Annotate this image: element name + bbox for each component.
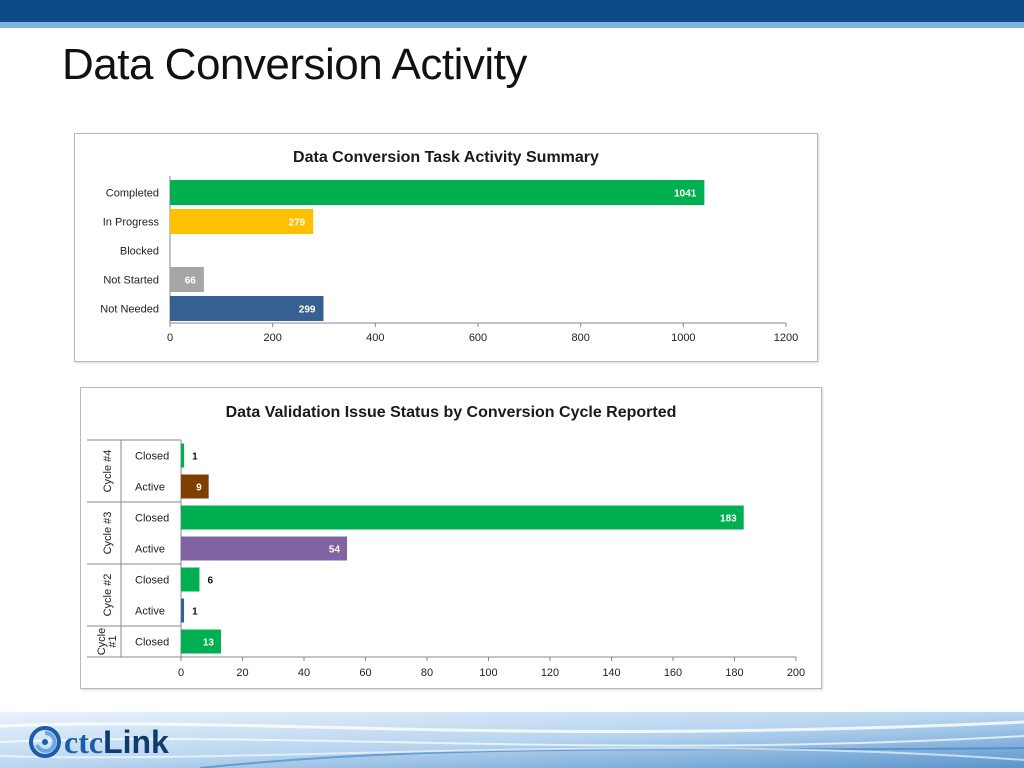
data-label: 54 (329, 545, 341, 556)
bar (170, 209, 314, 234)
bar (170, 180, 705, 205)
x-tick-label: 60 (359, 667, 371, 679)
row-label: Closed (135, 637, 169, 649)
row-label: Closed (135, 575, 169, 587)
x-tick-label: 0 (167, 332, 173, 344)
footer-band (0, 712, 1024, 768)
cycle-group-label-part: Cycle #4 (102, 450, 114, 493)
data-label: 1 (192, 607, 198, 618)
cycle-group-label-part: Cycle #2 (102, 574, 114, 617)
category-label: Completed (106, 188, 159, 200)
task-activity-chart: Data Conversion Task Activity Summary Com… (74, 133, 818, 362)
footer-waves (0, 712, 1024, 768)
data-label: 299 (299, 305, 316, 316)
x-tick-label: 400 (366, 332, 384, 344)
data-label: 1 (192, 452, 198, 463)
header-accent-line (0, 22, 1024, 28)
data-label: 13 (203, 638, 215, 649)
x-tick-label: 20 (236, 667, 248, 679)
x-tick-label: 180 (725, 667, 743, 679)
x-tick-label: 600 (469, 332, 487, 344)
bar (181, 443, 185, 468)
x-tick-label: 0 (178, 667, 184, 679)
x-tick-label: 160 (664, 667, 682, 679)
cycle-group-label-part: Cycle #3 (102, 512, 114, 555)
row-label: Closed (135, 513, 169, 525)
bar (181, 474, 209, 499)
bar (181, 536, 348, 561)
data-label: 279 (289, 218, 306, 229)
category-label: Not Needed (100, 304, 159, 316)
x-tick-label: 1200 (774, 332, 798, 344)
cycle-group-label: Cycle#1 (96, 628, 119, 656)
bar (181, 567, 200, 592)
bar (181, 505, 744, 530)
x-tick-label: 80 (421, 667, 433, 679)
bar (170, 267, 204, 292)
chart-title: Data Validation Issue Status by Conversi… (226, 404, 677, 421)
data-label: 1041 (674, 189, 697, 200)
cycle-group-label: Cycle #2 (102, 574, 114, 617)
x-tick-label: 200 (787, 667, 805, 679)
bar (181, 598, 185, 623)
row-label: Active (135, 544, 165, 556)
x-tick-label: 200 (263, 332, 281, 344)
row-label: Active (135, 482, 165, 494)
chart-title: Data Conversion Task Activity Summary (293, 149, 599, 166)
x-tick-label: 140 (602, 667, 620, 679)
cycle-group-label: Cycle #4 (102, 450, 114, 493)
header-bar (0, 0, 1024, 22)
logo-ctc-text: ctc (64, 723, 104, 760)
data-label: 66 (185, 276, 197, 287)
validation-issue-chart: Data Validation Issue Status by Conversi… (80, 387, 822, 689)
ctclink-logo: ctc Link (28, 722, 169, 762)
row-label: Active (135, 606, 165, 618)
category-label: Not Started (103, 275, 159, 287)
bar (181, 629, 221, 654)
swirl-logo-icon (29, 726, 61, 758)
x-tick-label: 100 (479, 667, 497, 679)
row-label: Closed (135, 451, 169, 463)
cycle-group-label-part: Cycle (96, 628, 108, 656)
x-tick-label: 800 (571, 332, 589, 344)
task-activity-chart-svg: Data Conversion Task Activity Summary Com… (100, 149, 798, 344)
logo-link-text: Link (103, 723, 169, 760)
category-label: Blocked (120, 246, 159, 258)
data-label: 9 (196, 483, 202, 494)
category-label: In Progress (103, 217, 160, 229)
cycle-group-label: Cycle #3 (102, 512, 114, 555)
data-label: 6 (207, 576, 213, 587)
slide-title: Data Conversion Activity (62, 40, 527, 89)
data-label: 183 (720, 514, 737, 525)
bar (170, 296, 324, 321)
x-tick-label: 40 (298, 667, 310, 679)
validation-issue-chart-svg: Data Validation Issue Status by Conversi… (87, 404, 805, 679)
x-tick-label: 120 (541, 667, 559, 679)
cycle-group-label-part: #1 (107, 635, 119, 647)
x-tick-label: 1000 (671, 332, 695, 344)
